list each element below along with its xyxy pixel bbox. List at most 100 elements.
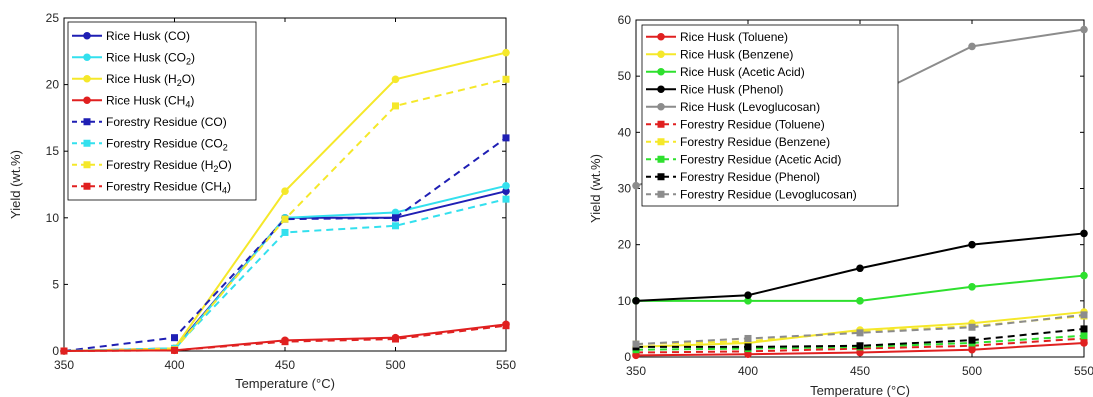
- legend-swatch-marker: [83, 96, 91, 105]
- data-point: [856, 329, 864, 337]
- x-tick-label: 400: [164, 358, 184, 372]
- data-point: [856, 264, 864, 273]
- legend-label: Rice Husk (Levoglucosan): [680, 100, 820, 114]
- y-tick-label: 10: [46, 211, 60, 225]
- data-point: [856, 297, 864, 305]
- legend-label: Forestry Residue (H2O): [106, 158, 232, 174]
- x-tick-label: 500: [962, 364, 982, 378]
- legend-swatch-marker: [83, 182, 91, 190]
- data-point: [968, 42, 976, 51]
- data-point: [502, 182, 510, 190]
- legend-swatch-marker: [83, 161, 91, 169]
- y-tick-label: 10: [618, 294, 632, 308]
- legend-swatch-marker: [657, 155, 665, 163]
- y-tick-label: 5: [52, 277, 59, 291]
- legend-swatch-marker: [83, 53, 91, 62]
- y-tick-label: 15: [46, 144, 60, 158]
- data-point: [1080, 325, 1088, 333]
- x-tick-label: 450: [275, 358, 295, 372]
- x-tick-label: 350: [54, 358, 74, 372]
- data-point: [281, 215, 289, 223]
- series-line: [63, 184, 507, 352]
- series-line: [635, 334, 1085, 351]
- legend-swatch-marker: [657, 32, 665, 41]
- data-point: [968, 240, 976, 249]
- data-point: [392, 214, 399, 222]
- data-point: [968, 323, 976, 331]
- data-point: [281, 187, 289, 195]
- data-point: [632, 181, 640, 190]
- data-point: [281, 228, 289, 236]
- y-tick-label: 25: [46, 11, 60, 25]
- data-point: [502, 134, 510, 142]
- legend-swatch-marker: [83, 74, 91, 83]
- legend-swatch-marker: [657, 173, 665, 181]
- data-point: [392, 102, 399, 110]
- data-point: [968, 336, 976, 344]
- x-tick-label: 550: [1074, 364, 1093, 378]
- y-axis-label: Yield (wt.%): [588, 154, 603, 223]
- data-point: [281, 338, 289, 346]
- legend-swatch-marker: [657, 120, 665, 128]
- data-point: [744, 297, 752, 305]
- legend-label: Forestry Residue (CO2: [106, 136, 228, 152]
- data-point: [502, 187, 510, 195]
- legend-label: Forestry Residue (Levoglucosan): [680, 187, 857, 201]
- series-line: [636, 327, 1085, 348]
- data-point: [856, 342, 864, 350]
- data-point: [1080, 25, 1088, 34]
- data-point: [1080, 271, 1088, 280]
- legend-label: Forestry Residue (CO): [106, 115, 227, 129]
- legend-label: Rice Husk (Phenol): [680, 82, 783, 96]
- legend-label: Rice Husk (Benzene): [680, 47, 793, 61]
- legend-swatch-marker: [83, 31, 91, 40]
- x-tick-label: 450: [850, 364, 870, 378]
- legend-swatch-marker: [83, 118, 91, 126]
- y-axis-label: Yield (wt.%): [8, 150, 23, 219]
- data-point: [1080, 229, 1088, 238]
- y-tick-label: 0: [52, 344, 59, 358]
- data-point: [502, 75, 510, 83]
- legend-label: Forestry Residue (CH4): [106, 179, 231, 195]
- data-point: [744, 334, 752, 342]
- series-line: [63, 137, 507, 352]
- legend-swatch-marker: [83, 139, 91, 147]
- legend-swatch-marker: [657, 50, 665, 59]
- data-point: [502, 195, 510, 203]
- legend-box: [641, 24, 899, 207]
- legend-label: Rice Husk (Toluene): [680, 30, 788, 44]
- legend-label: Rice Husk (CO): [106, 29, 190, 43]
- legend-label: Rice Husk (H2O): [106, 72, 195, 88]
- legend-swatch-marker: [657, 85, 665, 94]
- y-tick-label: 0: [624, 350, 631, 364]
- data-point: [171, 334, 178, 342]
- data-point: [632, 340, 640, 348]
- x-axis-label: Temperature (°C): [235, 376, 335, 391]
- y-tick-label: 20: [46, 78, 60, 92]
- y-tick-label: 40: [618, 125, 632, 139]
- legend-label: Rice Husk (Acetic Acid): [680, 65, 805, 79]
- legend-swatch-marker: [657, 67, 665, 76]
- data-point: [392, 335, 399, 343]
- data-point: [968, 282, 976, 291]
- y-tick-label: 20: [618, 238, 632, 252]
- series-line: [635, 313, 1085, 346]
- y-tick-label: 30: [618, 182, 632, 196]
- data-point: [1080, 311, 1088, 319]
- series-line: [635, 337, 1085, 354]
- data-point: [744, 291, 752, 300]
- x-tick-label: 350: [626, 364, 646, 378]
- legend-label: Rice Husk (CO2): [106, 50, 195, 66]
- data-point: [60, 347, 68, 355]
- data-point: [744, 343, 752, 351]
- legend-swatch-marker: [657, 102, 665, 111]
- legend-swatch-marker: [657, 190, 665, 198]
- x-axis-label: Temperature (°C): [810, 383, 910, 397]
- data-point: [171, 346, 178, 354]
- x-tick-label: 550: [496, 358, 516, 372]
- data-point: [502, 48, 510, 57]
- data-point: [392, 222, 399, 230]
- data-point: [502, 322, 510, 330]
- chart-left: 0 5 10 15 20 25 350 400 450 500 550 Temperature (°C…: [8, 11, 516, 391]
